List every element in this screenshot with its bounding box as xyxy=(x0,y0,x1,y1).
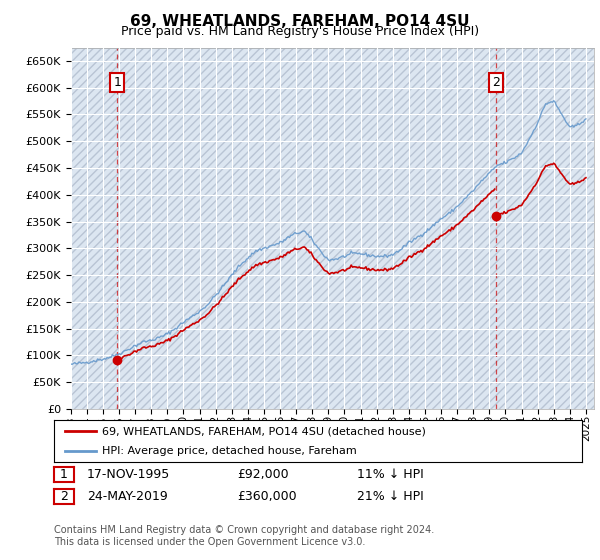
Text: HPI: Average price, detached house, Fareham: HPI: Average price, detached house, Fare… xyxy=(101,446,356,456)
Text: Price paid vs. HM Land Registry's House Price Index (HPI): Price paid vs. HM Land Registry's House … xyxy=(121,25,479,38)
Text: 69, WHEATLANDS, FAREHAM, PO14 4SU (detached house): 69, WHEATLANDS, FAREHAM, PO14 4SU (detac… xyxy=(101,426,425,436)
Text: 17-NOV-1995: 17-NOV-1995 xyxy=(87,468,170,482)
Text: 24-MAY-2019: 24-MAY-2019 xyxy=(87,490,168,503)
Text: Contains HM Land Registry data © Crown copyright and database right 2024.
This d: Contains HM Land Registry data © Crown c… xyxy=(54,525,434,547)
Text: £360,000: £360,000 xyxy=(237,490,296,503)
Text: £92,000: £92,000 xyxy=(237,468,289,482)
Text: 21% ↓ HPI: 21% ↓ HPI xyxy=(357,490,424,503)
Text: 2: 2 xyxy=(60,490,68,503)
Text: 1: 1 xyxy=(113,76,121,89)
Text: 2: 2 xyxy=(492,76,500,89)
Text: 11% ↓ HPI: 11% ↓ HPI xyxy=(357,468,424,482)
Text: 1: 1 xyxy=(60,468,68,481)
Text: 69, WHEATLANDS, FAREHAM, PO14 4SU: 69, WHEATLANDS, FAREHAM, PO14 4SU xyxy=(130,14,470,29)
